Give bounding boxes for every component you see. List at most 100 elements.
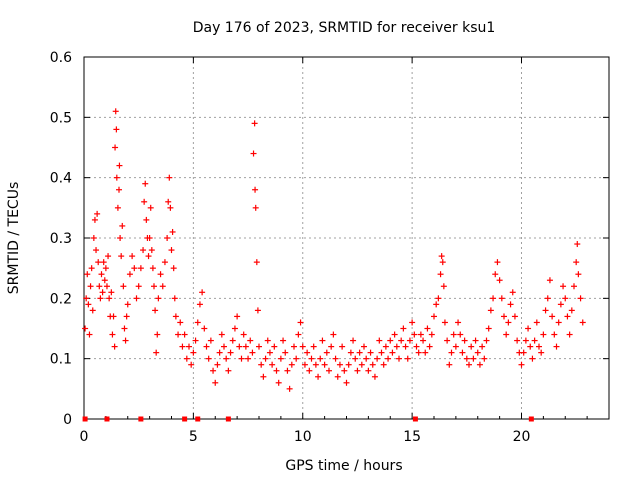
data-point xyxy=(573,259,580,266)
data-point xyxy=(175,331,182,338)
data-point xyxy=(90,235,97,241)
data-point xyxy=(518,361,525,368)
data-point xyxy=(143,216,150,223)
data-point xyxy=(277,355,284,362)
data-point xyxy=(326,367,332,374)
y-tick-label: 0 xyxy=(63,412,72,428)
data-point xyxy=(252,186,259,193)
data-point xyxy=(374,355,381,362)
data-point xyxy=(369,361,376,368)
data-point xyxy=(269,361,276,368)
data-point xyxy=(179,343,186,350)
data-point xyxy=(170,265,177,272)
data-point xyxy=(229,337,236,344)
data-points xyxy=(82,108,586,422)
data-point xyxy=(498,295,505,302)
data-point xyxy=(328,343,335,350)
baseline-marker xyxy=(195,416,201,422)
x-tick-label: 5 xyxy=(189,429,198,445)
data-point xyxy=(216,349,223,356)
data-point xyxy=(262,355,269,362)
data-point xyxy=(249,349,256,356)
data-point xyxy=(154,331,161,338)
data-point xyxy=(199,289,206,296)
data-point xyxy=(201,325,208,332)
data-point xyxy=(95,259,102,266)
data-point xyxy=(151,283,157,290)
data-point xyxy=(140,247,147,254)
data-point xyxy=(122,337,129,344)
data-point xyxy=(275,379,282,386)
data-point xyxy=(203,343,210,350)
data-point xyxy=(247,337,254,344)
data-point xyxy=(142,180,149,187)
data-point xyxy=(129,253,136,260)
data-point xyxy=(549,313,556,320)
data-point xyxy=(124,301,131,308)
data-point xyxy=(527,343,534,350)
data-point xyxy=(494,259,501,266)
x-tick-label: 0 xyxy=(80,429,89,445)
data-point xyxy=(167,204,174,211)
data-point xyxy=(315,373,322,380)
data-point xyxy=(117,235,124,241)
data-point xyxy=(194,319,201,326)
y-tick-label: 0.6 xyxy=(50,50,72,66)
data-point xyxy=(332,355,339,362)
data-point xyxy=(560,283,567,290)
data-point xyxy=(354,367,361,374)
data-point xyxy=(113,126,120,133)
data-point xyxy=(428,331,435,338)
data-point xyxy=(476,361,483,368)
data-point xyxy=(84,271,91,278)
data-point xyxy=(540,331,547,338)
y-tick-label: 0.3 xyxy=(50,231,72,247)
data-point xyxy=(365,367,372,374)
y-tick-label: 0.5 xyxy=(50,110,72,126)
data-point xyxy=(242,343,249,350)
data-point xyxy=(505,319,512,326)
data-point xyxy=(253,259,260,266)
data-point xyxy=(520,349,527,356)
data-point xyxy=(212,379,219,386)
data-point xyxy=(466,361,472,368)
data-point xyxy=(450,331,457,338)
data-point xyxy=(321,361,328,368)
data-point xyxy=(350,337,357,344)
data-point xyxy=(147,204,154,211)
data-point xyxy=(135,283,142,290)
data-point xyxy=(455,319,462,326)
data-point xyxy=(240,331,247,338)
data-point xyxy=(424,325,431,332)
data-point xyxy=(564,313,571,320)
data-point xyxy=(448,349,455,356)
data-point xyxy=(245,355,252,362)
data-point xyxy=(103,283,110,290)
chart-title: Day 176 of 2023, SRMTID for receiver ksu… xyxy=(193,20,496,36)
data-point xyxy=(149,265,156,272)
data-point xyxy=(538,349,545,356)
data-point xyxy=(126,271,133,278)
data-point xyxy=(420,337,427,344)
baseline-marker xyxy=(225,416,231,422)
data-point xyxy=(146,235,153,241)
data-point xyxy=(438,253,445,260)
data-point xyxy=(108,289,115,296)
data-point xyxy=(86,331,93,338)
data-point xyxy=(236,343,243,350)
data-point xyxy=(525,325,532,332)
data-point xyxy=(159,283,166,290)
data-point xyxy=(481,355,488,362)
data-point xyxy=(376,337,383,344)
data-point xyxy=(330,331,337,338)
data-point xyxy=(192,337,199,344)
data-point xyxy=(319,337,326,344)
data-point xyxy=(404,355,411,362)
baseline-marker xyxy=(182,416,188,422)
data-point xyxy=(91,216,98,223)
data-point xyxy=(406,337,413,344)
data-point xyxy=(221,343,227,350)
data-point xyxy=(148,247,155,254)
data-point xyxy=(96,283,103,290)
